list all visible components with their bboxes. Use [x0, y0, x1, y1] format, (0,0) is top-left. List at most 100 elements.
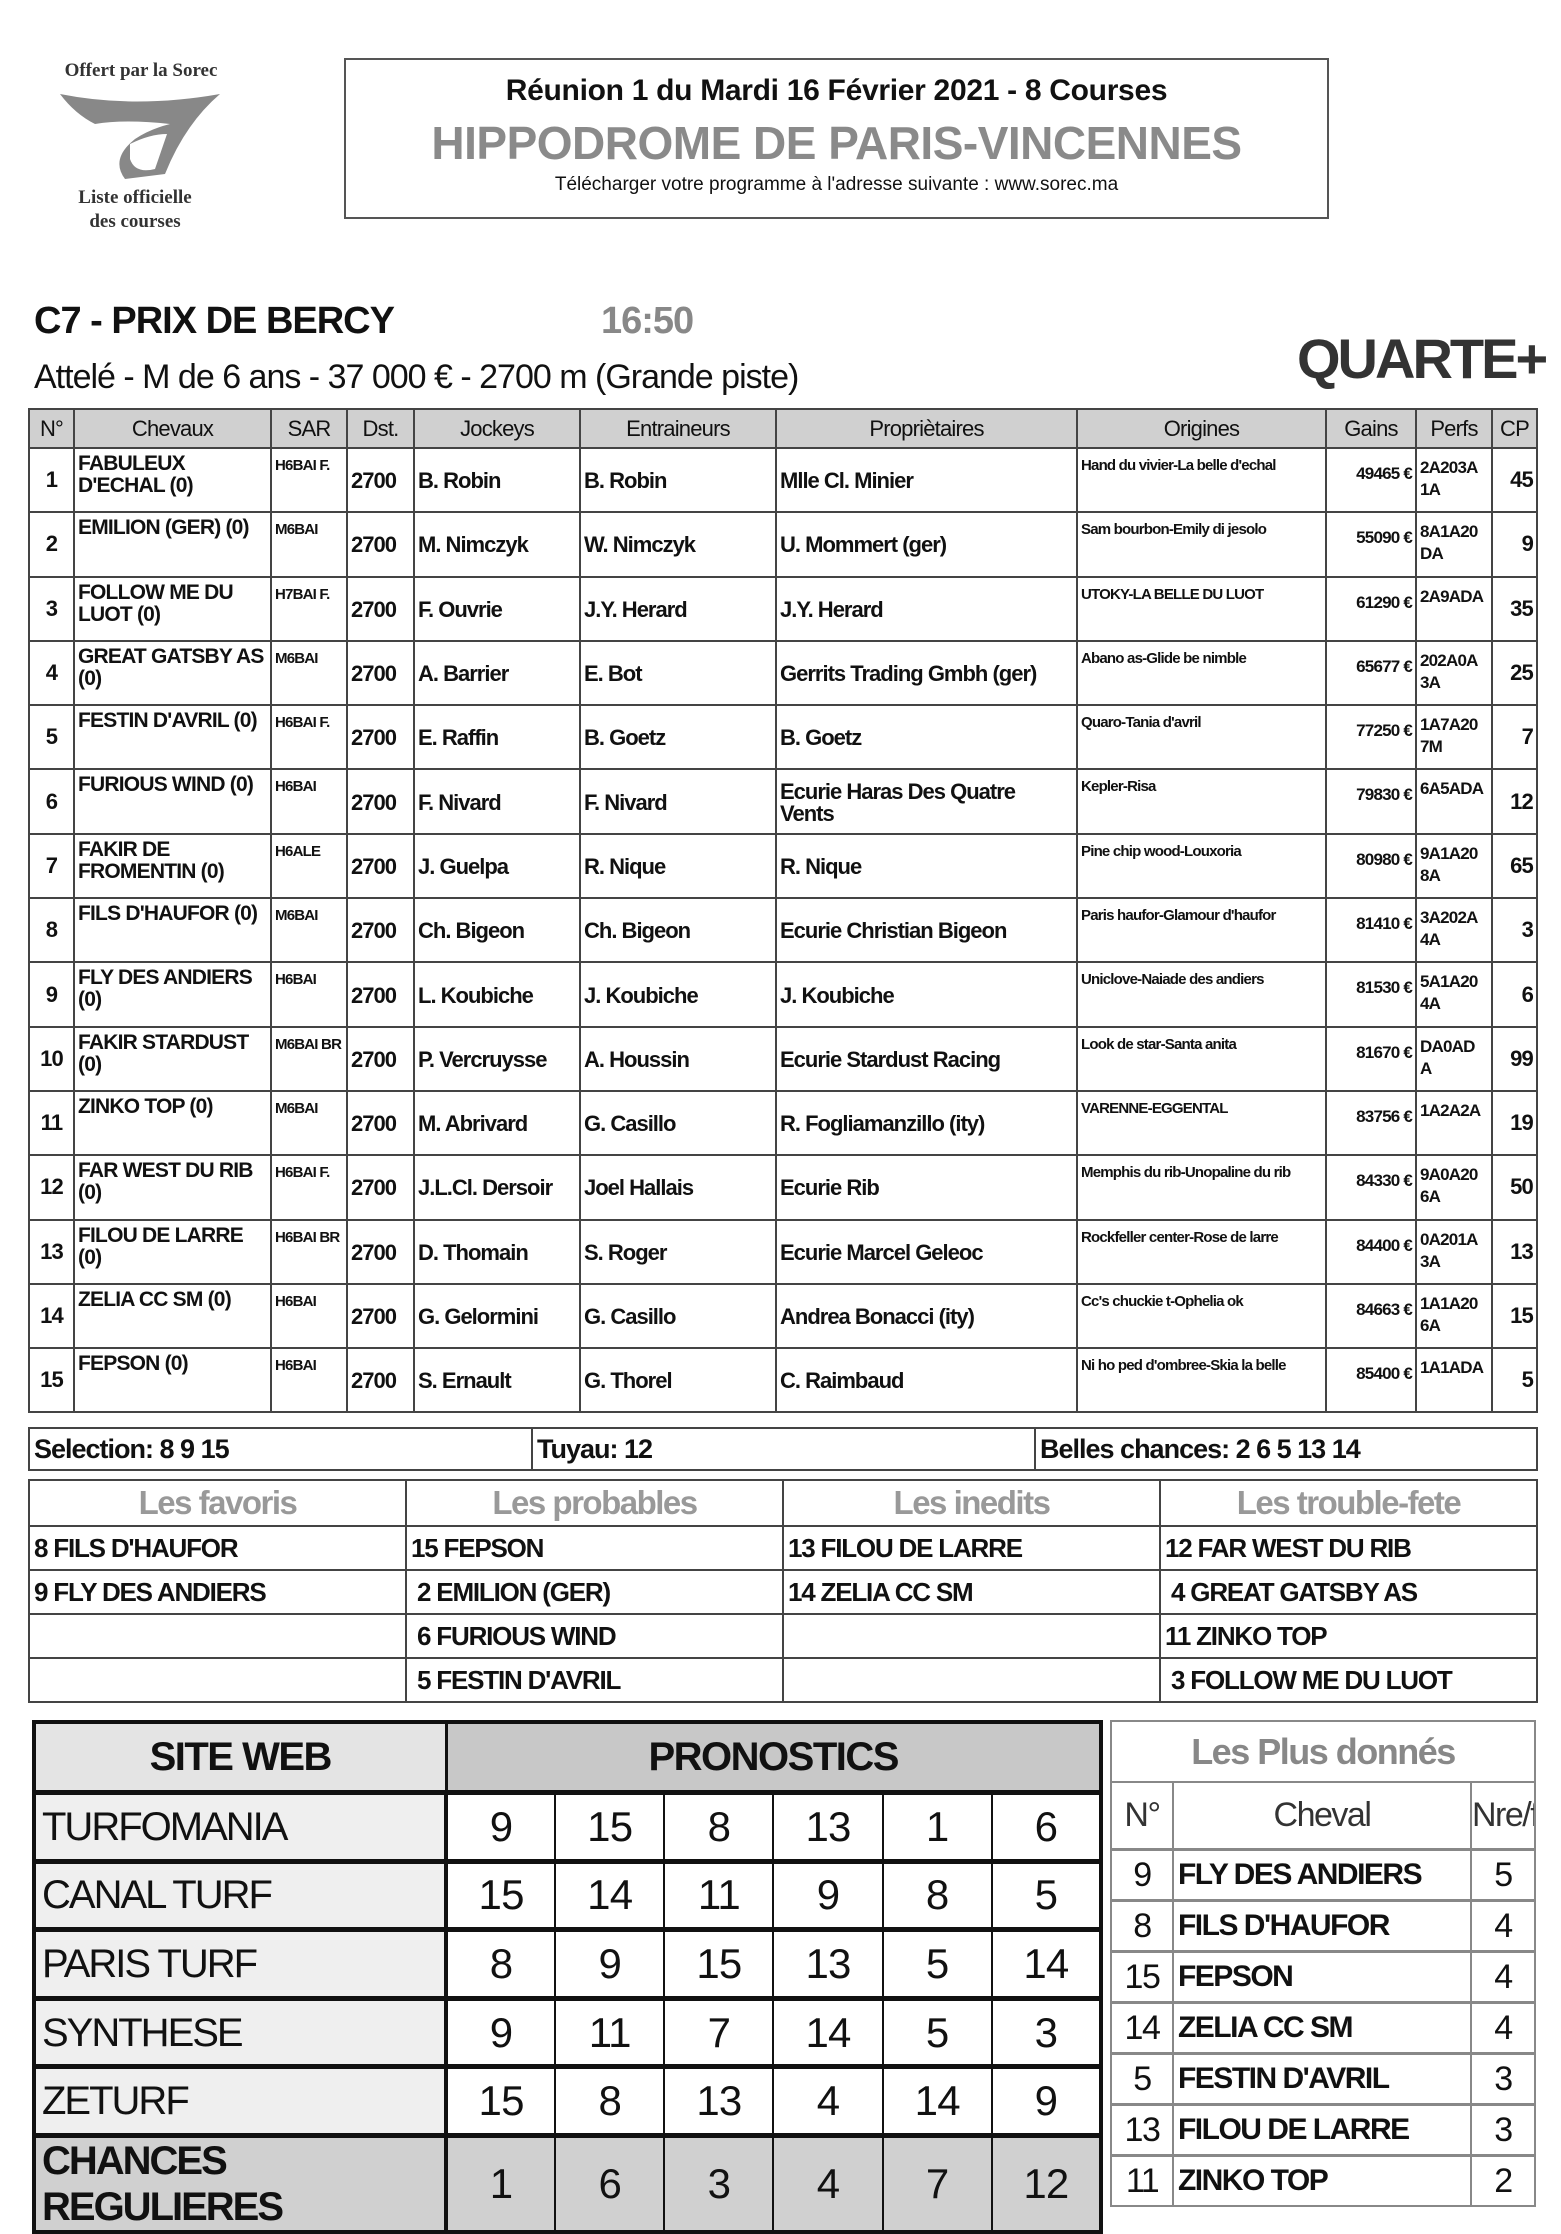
horse-name: FURIOUS WIND (0)	[73, 768, 272, 835]
owner: Ecurie Marcel Geleoc	[775, 1218, 1078, 1285]
horse-name: FESTIN D'AVRIL	[1171, 2051, 1472, 2106]
origins: Cc's chuckie t-Ophelia ok	[1076, 1282, 1327, 1350]
cp-rating: 99	[1491, 1025, 1538, 1092]
origins: Rockfeller center-Rose de larre	[1076, 1218, 1327, 1285]
origins: Paris haufor-Glamour d'haufor	[1076, 897, 1327, 964]
horse-number: 14	[1109, 2000, 1174, 2055]
distance: 2700	[346, 897, 415, 964]
owner: Ecurie Christian Bigeon	[775, 897, 1078, 964]
trainer: J. Koubiche	[579, 961, 777, 1028]
trainer: B. Robin	[579, 446, 777, 514]
horse-number: 5	[1109, 2051, 1174, 2106]
sar: H7BAI F.	[270, 575, 348, 642]
runner-number: 4	[28, 639, 75, 707]
earnings: 83756 €	[1325, 1089, 1417, 1157]
earnings: 84663 €	[1325, 1282, 1417, 1350]
earnings: 81410 €	[1325, 897, 1417, 964]
performances: 1A1ADA	[1415, 1347, 1493, 1414]
earnings: 49465 €	[1325, 446, 1417, 514]
sar: M6BAI	[270, 639, 348, 707]
origins: UTOKY-LA BELLE DU LUOT	[1076, 575, 1327, 642]
cp-rating: 12	[1491, 768, 1538, 835]
trainer: Joel Hallais	[579, 1154, 777, 1221]
bet-type: QUARTE+	[1297, 327, 1548, 390]
origins: Abano as-Glide be nimble	[1076, 639, 1327, 707]
jockey: B. Robin	[413, 446, 581, 514]
origins: Ni ho ped d'ombree-Skia la belle	[1076, 1347, 1327, 1414]
earnings: 77250 €	[1325, 704, 1417, 771]
distance: 2700	[346, 446, 415, 514]
table-row: 4 GREAT GATSBY AS (0) M6BAI 2700 A. Barrier E…	[28, 639, 1538, 707]
table-row: 7 FAKIR DE FROMENTIN (0) H6ALE 2700 J. Guelp…	[28, 832, 1538, 900]
trainer: S. Roger	[579, 1218, 777, 1285]
race-title: C7 - PRIX DE BERCY	[34, 300, 395, 342]
distance: 2700	[346, 1154, 415, 1221]
table-row: 9 FLY DES ANDIERS (0) H6BAI 2700 L. Koubiche…	[28, 961, 1538, 1028]
column-header: Gains	[1325, 408, 1417, 449]
column-header: Jockeys	[413, 408, 581, 449]
column-header: CP	[1491, 408, 1538, 449]
owner: Andrea Bonacci (ity)	[775, 1282, 1078, 1350]
earnings: 84400 €	[1325, 1218, 1417, 1285]
meeting-title: Réunion 1 du Mardi 16 Février 2021 - 8 C…	[505, 74, 1168, 107]
pronostic-row: SYNTHESE 9 11 7 14 5 3	[33, 1995, 1102, 2068]
runner-number: 8	[28, 897, 75, 964]
pronostic-value: 6	[554, 2132, 666, 2233]
trainer: R. Nique	[579, 832, 777, 900]
pronostic-value: 3	[663, 2132, 775, 2233]
horse-number: 8	[1109, 1898, 1174, 1953]
racecourse-name: HIPPODROME DE PARIS-VINCENNES	[431, 117, 1242, 169]
pronostic-row: ZETURF 15 8 13 4 14 9	[33, 2064, 1102, 2137]
horse-name: FEPSON	[1171, 1949, 1472, 2004]
table-row: 10 FAKIR STARDUST (0) M6BAI BR 2700 P. Vercr…	[28, 1025, 1538, 1092]
runner-number: 15	[28, 1347, 75, 1414]
performances: 2A9ADA	[1415, 575, 1493, 642]
column-header: Propriètaires	[775, 408, 1078, 449]
category-cell	[782, 1657, 1161, 1704]
runner-number: 6	[28, 768, 75, 835]
category-cell	[782, 1613, 1161, 1660]
category-row: 5 FESTIN D'AVRIL 3 FOLLOW ME DU LUOT	[28, 1657, 1538, 1704]
trainer: G. Casillo	[579, 1089, 777, 1157]
jockey: D. Thomain	[413, 1218, 581, 1285]
cp-rating: 3	[1491, 897, 1538, 964]
pronostic-value: 9	[990, 2064, 1102, 2137]
trainer: G. Casillo	[579, 1282, 777, 1350]
category-header: Les trouble-fete	[1159, 1479, 1538, 1528]
table-row: 14 ZELIA CC SM (0) H6BAI 2700 G. Gelormini G.…	[28, 1282, 1538, 1350]
column-header: Dst.	[346, 408, 415, 449]
sar: M6BAI BR	[270, 1025, 348, 1092]
runner-number: 9	[28, 961, 75, 1028]
table-row: 1 FABULEUX D'ECHAL (0) H6BAI F. 2700 B. Robi…	[28, 446, 1538, 514]
runner-number: 2	[28, 511, 75, 578]
table-row: 13 FILOU DE LARRE (0) H6BAI BR 2700 D. Thoma…	[28, 1218, 1538, 1285]
horse-name: FEPSON (0)	[73, 1347, 272, 1414]
pronostic-value: 8	[554, 2064, 666, 2137]
pronostic-value: 5	[990, 1858, 1102, 1931]
horse-name: FOLLOW ME DU LUOT (0)	[73, 575, 272, 642]
performances: 202A0A 3A	[1415, 639, 1493, 707]
earnings: 79830 €	[1325, 768, 1417, 835]
performances: 1A7A20 7M	[1415, 704, 1493, 771]
pronostic-value: 13	[663, 2064, 775, 2137]
plus-donnes-row: 11 ZINKO TOP 2	[1109, 2153, 1537, 2208]
performances: 1A1A20 6A	[1415, 1282, 1493, 1350]
jockey: L. Koubiche	[413, 961, 581, 1028]
owner: Ecurie Rib	[775, 1154, 1078, 1221]
horse-name: FILOU DE LARRE (0)	[73, 1218, 272, 1285]
pronostic-value: 1	[881, 1789, 993, 1863]
distance: 2700	[346, 832, 415, 900]
jockey: F. Nivard	[413, 768, 581, 835]
column-header: Perfs	[1415, 408, 1493, 449]
jockey: M. Nimczyk	[413, 511, 581, 578]
jockey: P. Vercruysse	[413, 1025, 581, 1092]
pronostic-value: 14	[772, 1995, 884, 2068]
trainer: W. Nimczyk	[579, 511, 777, 578]
cp-rating: 50	[1491, 1154, 1538, 1221]
cp-rating: 13	[1491, 1218, 1538, 1285]
logo-top-text: Offert par la Sorec	[64, 60, 218, 81]
cp-rating: 25	[1491, 639, 1538, 707]
sorec-logo: Offert par la Sorec Liste officielle des …	[35, 60, 245, 235]
runner-number: 1	[28, 446, 75, 514]
category-row: 9 FLY DES ANDIERS 2 EMILION (GER) 14 ZELI…	[28, 1569, 1538, 1616]
